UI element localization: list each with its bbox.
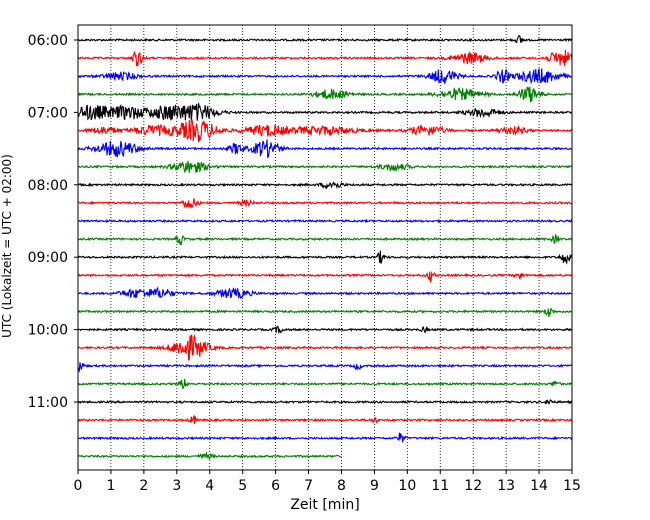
y-axis-label: UTC (Lokalzeit = UTC + 02:00) (0, 154, 14, 338)
trace-1045 (77, 378, 573, 390)
trace-1015 (77, 333, 573, 361)
trace-0915 (77, 270, 573, 283)
trace-1130 (77, 432, 573, 443)
y-tick-label-0700: 07:00 (28, 105, 68, 121)
trace-0600 (77, 35, 573, 44)
trace-0930 (77, 286, 573, 300)
trace-0630 (77, 68, 573, 85)
plot-frame (77, 24, 573, 471)
x-tick-label-3: 3 (172, 478, 181, 494)
trace-1030 (77, 362, 573, 373)
trace-1145 (77, 451, 342, 460)
trace-0645 (77, 86, 573, 103)
trace-0745 (77, 160, 573, 174)
x-tick-label-14: 14 (530, 478, 548, 494)
trace-0800 (77, 181, 573, 190)
trace-0830 (77, 218, 573, 224)
trace-1100 (77, 398, 573, 405)
x-tick-label-6: 6 (271, 478, 280, 494)
x-tick-label-12: 12 (464, 478, 482, 494)
y-tick-label-0800: 08:00 (28, 178, 68, 194)
y-tick-label-1000: 10:00 (28, 323, 68, 339)
x-tick-label-5: 5 (238, 478, 247, 494)
trace-1000 (77, 325, 573, 334)
x-tick-label-13: 13 (497, 478, 515, 494)
trace-0845 (77, 234, 573, 246)
x-tick-label-9: 9 (370, 478, 379, 494)
x-axis-label: Zeit [min] (290, 497, 359, 513)
vertical-gridlines (110, 25, 540, 470)
x-tick-label-0: 0 (74, 478, 83, 494)
trace-0945 (77, 307, 573, 318)
x-tick-label-8: 8 (337, 478, 346, 494)
x-tick-label-1: 1 (106, 478, 115, 494)
x-tick-label-15: 15 (563, 478, 581, 494)
x-tick-label-2: 2 (139, 478, 148, 494)
trace-0615 (77, 49, 573, 67)
x-axis-ticks: 0 1 2 3 4 5 6 7 8 9 10 11 12 13 14 15 (74, 470, 581, 494)
y-tick-label-1100: 11:00 (28, 395, 68, 411)
y-tick-label-0600: 06:00 (28, 33, 68, 49)
trace-0715 (77, 118, 573, 142)
x-tick-label-7: 7 (304, 478, 313, 494)
x-tick-label-4: 4 (205, 478, 214, 494)
trace-0730 (77, 139, 573, 159)
seismic-traces (77, 35, 573, 460)
x-tick-label-10: 10 (398, 478, 416, 494)
trace-0900 (77, 250, 573, 265)
y-axis-ticks: 06:00 07:00 08:00 09:00 10:00 11:00 (28, 33, 78, 411)
trace-1115 (77, 414, 573, 425)
x-tick-label-11: 11 (431, 478, 449, 494)
y-tick-label-0900: 09:00 (28, 250, 68, 266)
trace-0815 (77, 198, 573, 210)
trace-0700 (77, 103, 573, 121)
